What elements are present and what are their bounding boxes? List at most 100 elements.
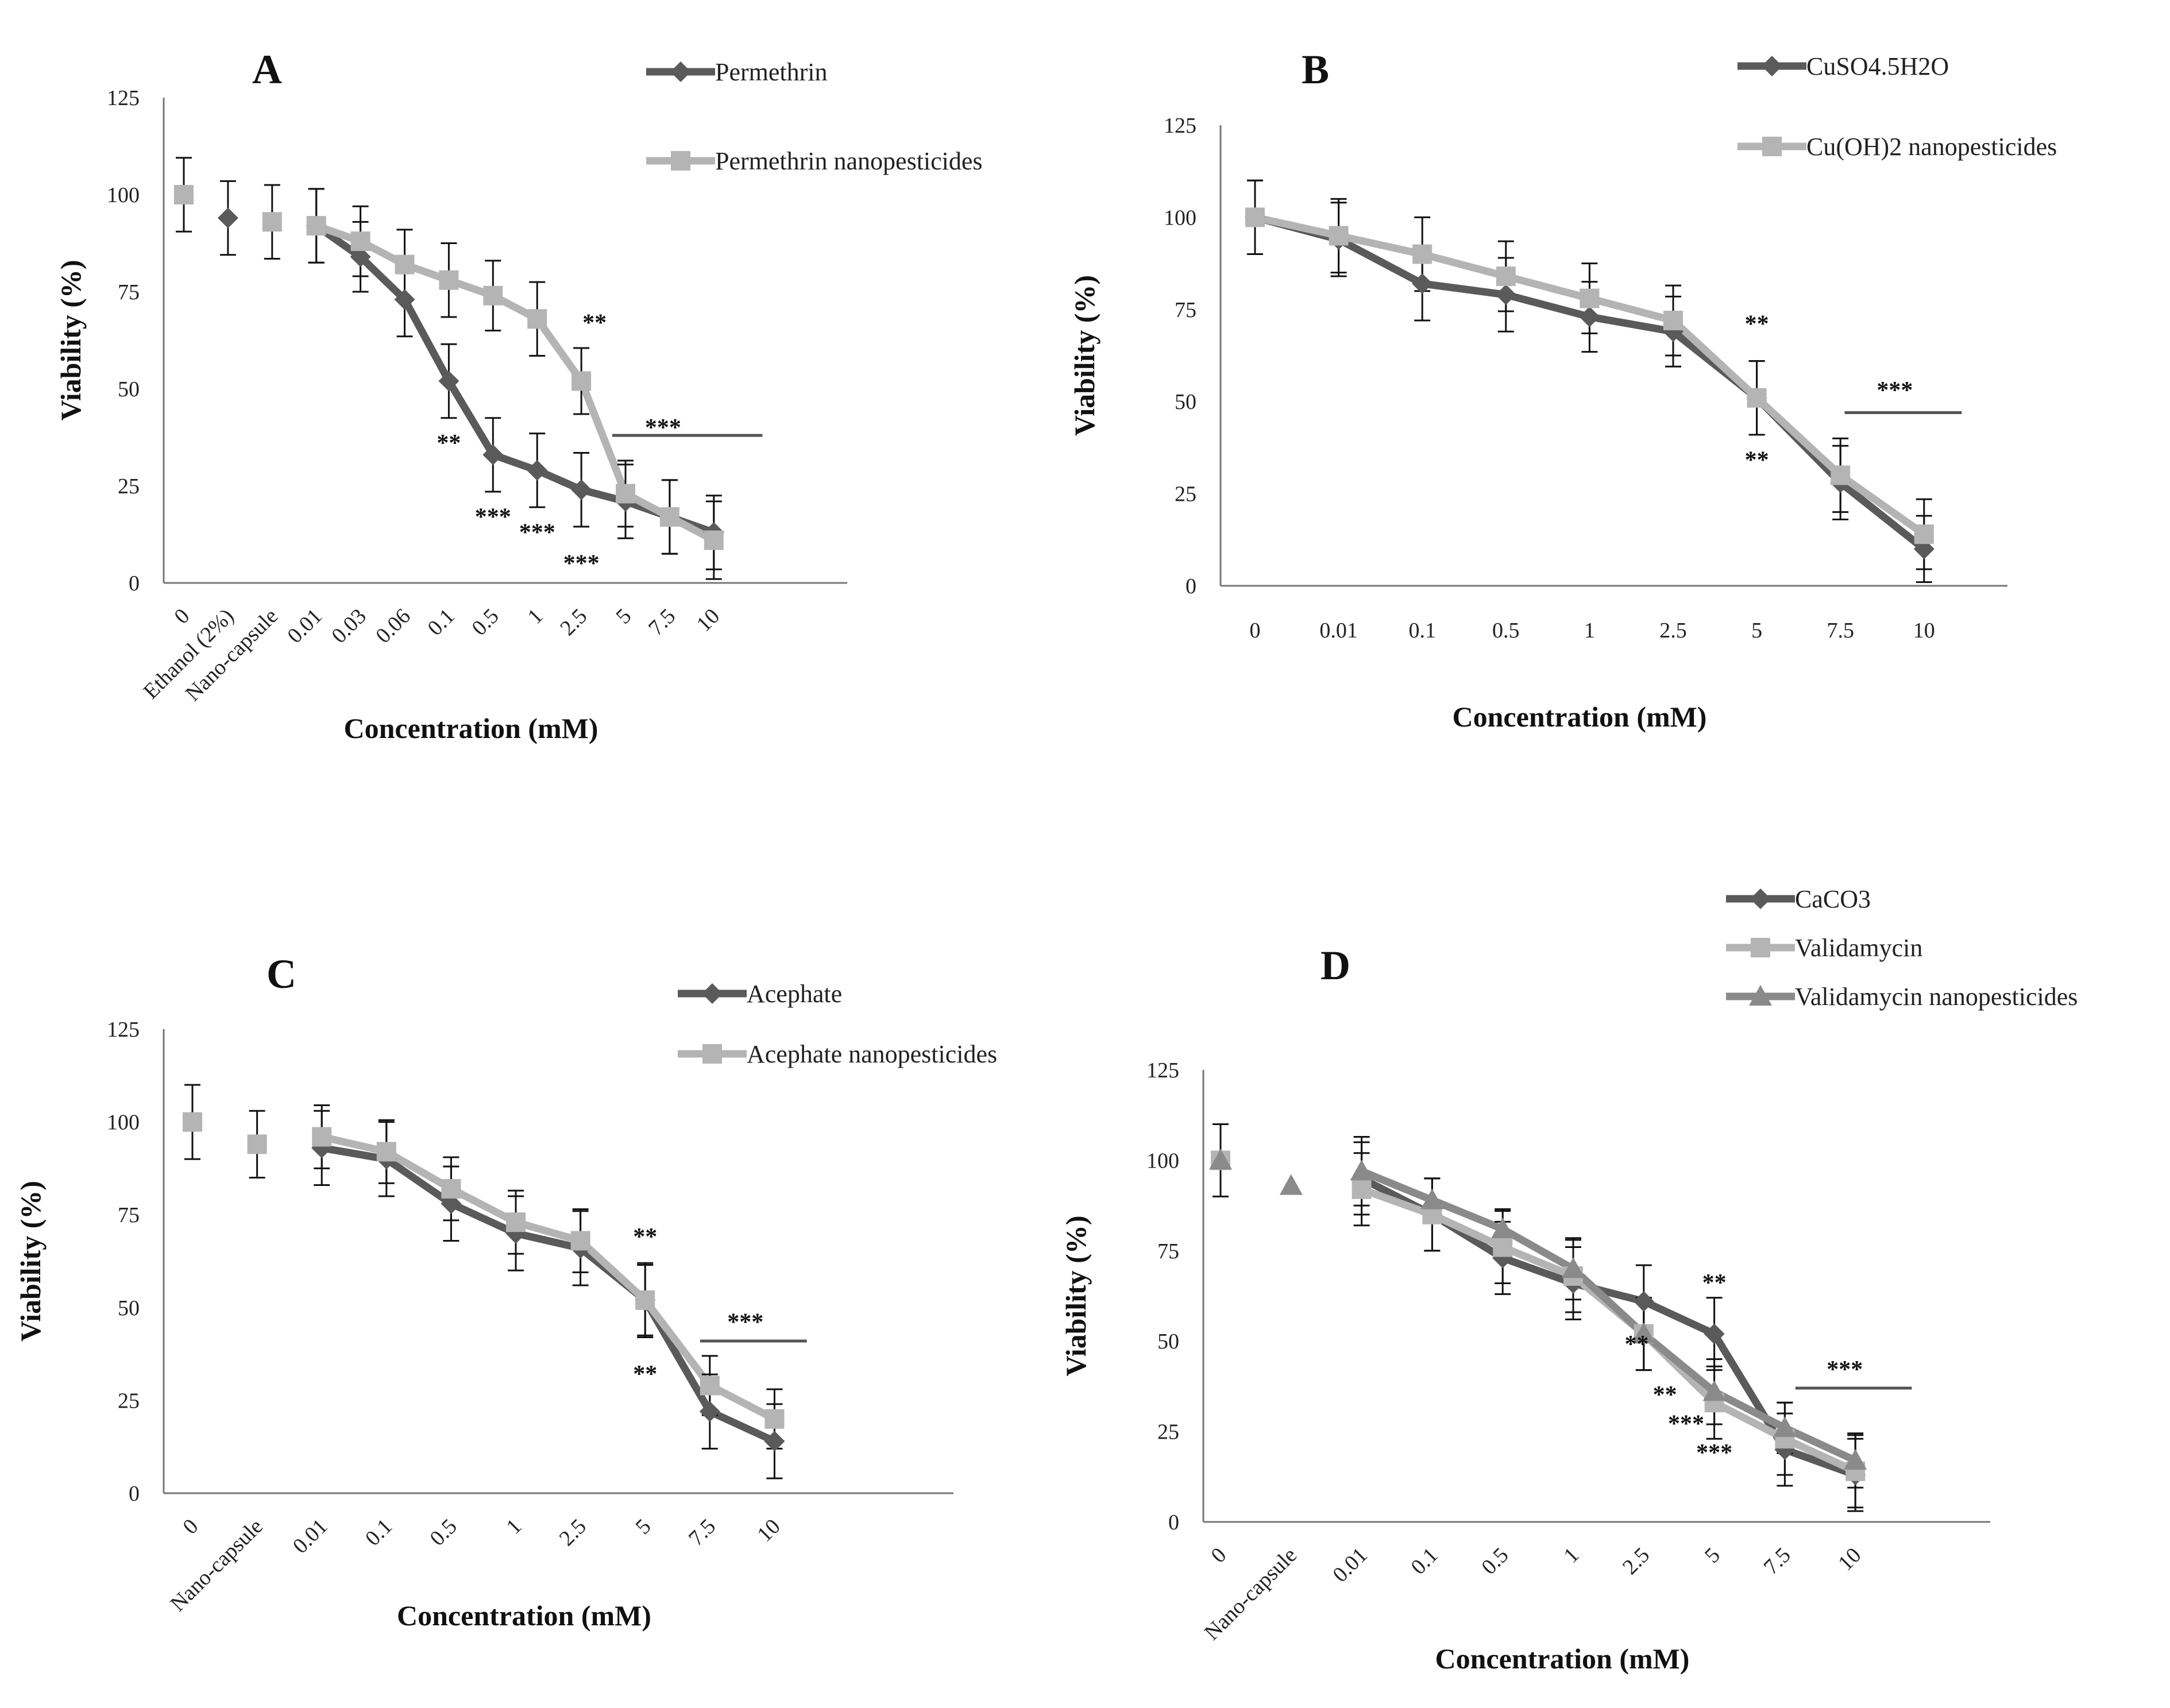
data-point-square	[1747, 388, 1767, 408]
chart-panel-b: 0 25 50 75 100 125 0 0.01 0.1 0.5 1 2.5 5 7.5 10 Concen…	[1068, 47, 2057, 733]
y-tick-label: 0	[1186, 574, 1196, 598]
data-point-square	[1831, 465, 1851, 485]
data-point-diamond	[764, 1431, 785, 1452]
legend-marker	[702, 983, 723, 1004]
data-point-square	[572, 371, 592, 391]
significance-annotation: **	[1745, 311, 1769, 337]
data-point-square	[764, 1409, 785, 1429]
data-point-square	[376, 1142, 396, 1162]
data-point-diamond	[527, 459, 548, 481]
data-point-square	[247, 1134, 267, 1154]
y-tick-label: 50	[1175, 390, 1196, 414]
x-tick-label: 2.5	[1659, 619, 1687, 643]
data-point-square	[1493, 1237, 1513, 1257]
y-tick-label: 50	[118, 377, 140, 401]
data-point-square	[262, 212, 282, 232]
data-point-triangle	[1773, 1416, 1797, 1437]
data-point-square	[506, 1212, 526, 1232]
significance-annotation: **	[633, 1361, 657, 1388]
legend-label: Cu(OH)2 nanopesticides	[1806, 133, 2057, 161]
y-tick-label: 100	[107, 183, 140, 207]
x-tick-label: 0	[1250, 619, 1261, 643]
significance-annotation: ***	[727, 1309, 763, 1336]
data-point-square	[1329, 226, 1349, 246]
y-axis-title: Viability (%)	[55, 260, 87, 420]
significance-annotation: ***	[1876, 377, 1913, 404]
series-line	[1360, 1168, 1857, 1464]
y-tick-label: 25	[1175, 482, 1196, 507]
y-tick-label: 0	[129, 571, 140, 596]
x-tick-label: 0.5	[1492, 619, 1520, 643]
data-point-square	[441, 1178, 461, 1199]
data-point-triangle	[1562, 1257, 1585, 1278]
legend-marker	[1751, 938, 1770, 957]
significance-annotation: **	[437, 430, 461, 457]
legend-marker	[1762, 56, 1782, 76]
y-tick-label: 0	[1168, 1510, 1179, 1535]
data-point-triangle	[1420, 1188, 1444, 1209]
panel-letter: D	[1320, 942, 1350, 988]
legend-label: CaCO3	[1795, 885, 1871, 913]
data-point-square	[306, 216, 326, 236]
legend-marker	[1762, 137, 1782, 156]
legend-marker	[1750, 888, 1771, 909]
significance-annotation: **	[1653, 1382, 1677, 1408]
data-point-diamond	[1495, 284, 1516, 306]
y-tick-label: 75	[1157, 1239, 1179, 1263]
significance-annotation: ***	[563, 551, 600, 577]
data-point-diamond	[1704, 1323, 1725, 1344]
data-point-diamond	[699, 1401, 720, 1422]
data-point-diamond	[394, 289, 415, 310]
x-tick-label: 10	[1913, 619, 1935, 643]
y-tick-label: 125	[107, 1018, 140, 1042]
data-point-triangle	[1844, 1448, 1867, 1470]
y-tick-label: 25	[1157, 1420, 1179, 1444]
y-tick-label: 75	[1175, 298, 1196, 322]
y-tick-label: 75	[118, 1203, 140, 1227]
y-axis-title: Viability (%)	[1060, 1215, 1092, 1376]
y-tick-label: 125	[1164, 114, 1196, 138]
data-point-diamond	[438, 370, 460, 392]
data-point-square	[570, 1231, 590, 1251]
series-line	[321, 1144, 777, 1445]
y-tick-label: 100	[1164, 206, 1196, 230]
data-point-diamond	[482, 444, 504, 465]
data-point-square	[704, 530, 724, 550]
x-axis-title: Concentration (mM)	[1435, 1643, 1690, 1675]
series-line	[315, 222, 716, 544]
significance-annotation: ***	[1827, 1357, 1863, 1383]
data-point-square	[350, 231, 370, 252]
data-point-square	[395, 254, 415, 275]
legend-marker	[702, 1044, 722, 1064]
significance-annotation: ***	[519, 520, 555, 546]
significance-annotation: ***	[475, 504, 511, 531]
significance-annotation: **	[582, 310, 607, 337]
y-tick-label: 125	[107, 86, 140, 110]
significance-annotation: **	[1625, 1331, 1649, 1358]
x-tick-label: 0.1	[1408, 619, 1436, 643]
x-axis-title: Concentration (mM)	[344, 712, 599, 744]
data-point-triangle	[1702, 1380, 1726, 1401]
data-point-square	[635, 1290, 655, 1310]
data-point-diamond	[571, 479, 592, 500]
significance-annotation: **	[1702, 1270, 1727, 1296]
legend-marker	[670, 61, 691, 82]
x-axis-title: Concentration (mM)	[397, 1599, 651, 1632]
data-point-square	[174, 185, 194, 204]
data-point-square	[483, 285, 503, 306]
x-tick-label: 1	[1584, 619, 1595, 643]
y-tick-label: 25	[118, 1389, 140, 1413]
y-tick-label: 100	[1146, 1149, 1179, 1173]
data-point-square	[1580, 288, 1600, 308]
data-point-triangle	[1632, 1322, 1655, 1343]
data-point-square	[700, 1375, 720, 1396]
legend-label: Acephate nanopesticides	[747, 1040, 997, 1068]
y-tick-label: 25	[118, 474, 140, 499]
data-point-square	[1245, 207, 1265, 227]
data-point-square	[527, 309, 547, 329]
data-point-square	[1352, 1179, 1372, 1199]
significance-annotation: ***	[645, 415, 681, 441]
y-tick-label: 0	[129, 1482, 140, 1506]
